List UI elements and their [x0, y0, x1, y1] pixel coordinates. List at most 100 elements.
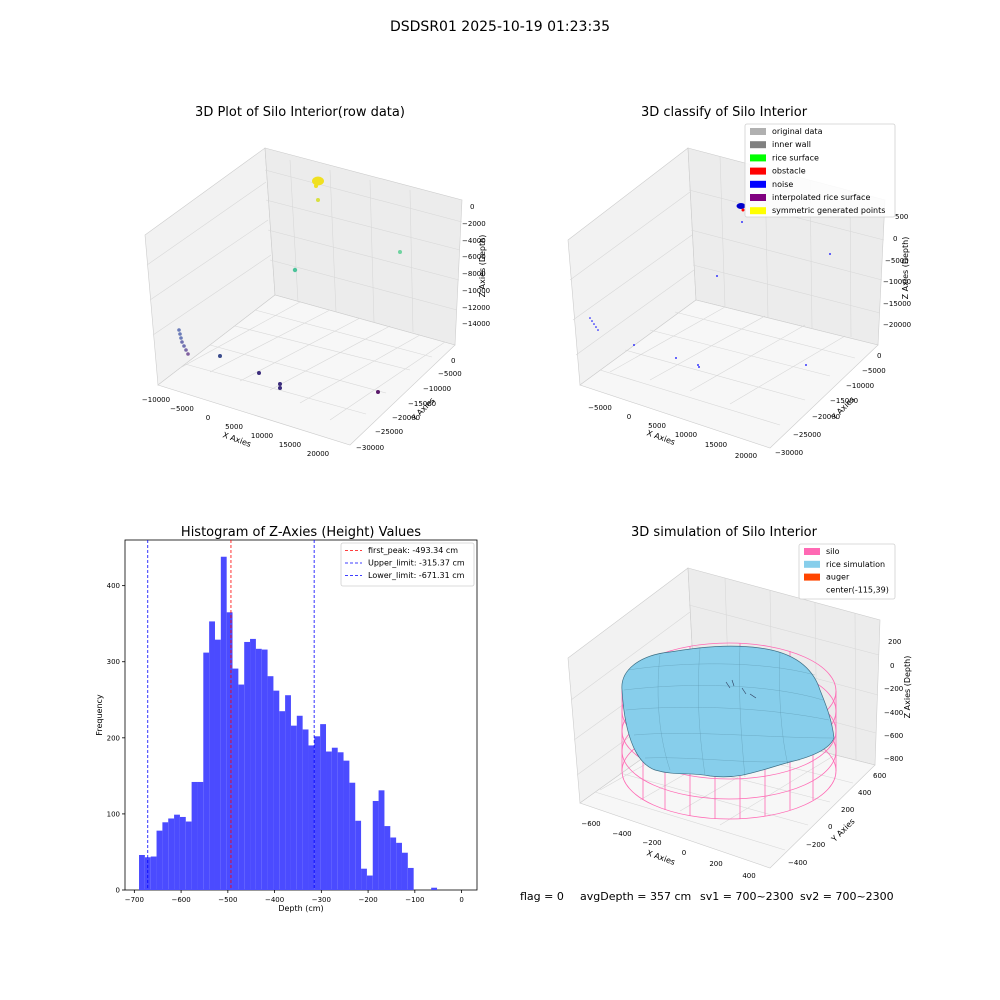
- hist-legend: first_peak: -493.34 cm Upper_limit: -315.…: [340, 542, 475, 587]
- status-flag: flag = 0: [520, 890, 564, 903]
- classify-point: [591, 320, 593, 322]
- classify-zticks: 500 0 −5000 −10000 −15000 −20000: [883, 213, 911, 329]
- classify-ztick: −15000: [883, 300, 911, 308]
- hist-bar: [191, 781, 198, 890]
- classify-point: [593, 323, 595, 325]
- hist-legend-label: first_peak: -493.34 cm: [368, 546, 458, 555]
- hist-bar: [232, 668, 239, 890]
- hist-bar: [390, 837, 397, 890]
- raw-point: [257, 371, 261, 375]
- simulation-xtick: 400: [742, 872, 755, 880]
- classify-legend-label: original data: [772, 127, 823, 136]
- simulation-ytick: −200: [806, 841, 825, 849]
- rice-surface-shape: [621, 645, 835, 778]
- hist-xtick-label: −200: [358, 896, 377, 904]
- simulation-xtick: −600: [581, 820, 600, 828]
- raw-ztick: −6000: [462, 253, 486, 261]
- hist-ytick-label: 200: [107, 734, 120, 742]
- raw-grid: [146, 159, 463, 421]
- hist-xtick-label: −600: [171, 896, 190, 904]
- simulation-legend-items: silo rice simulation auger center(-115,39): [804, 547, 889, 594]
- simulation-zlabel: Z Axies (Depth): [903, 656, 912, 719]
- raw-point: [278, 386, 282, 390]
- raw-ztick: −12000: [462, 304, 490, 312]
- classify-legend-label: obstacle: [772, 167, 806, 176]
- hist-bar: [384, 826, 391, 890]
- simulation-zticks: 200 0 −200 −400 −600 −800: [884, 638, 903, 763]
- raw-xtick: 15000: [279, 441, 301, 449]
- classify-legend-swatch: [750, 207, 766, 215]
- classify-point: [597, 329, 599, 331]
- hist-bar: [290, 725, 297, 890]
- raw-ztick: −4000: [462, 237, 486, 245]
- hist-bar: [139, 855, 145, 890]
- classify-yticks: 0 −5000 −10000 −15000 −20000 −25000 −300…: [775, 352, 886, 457]
- classify-point: [698, 366, 700, 368]
- hist-bar: [396, 842, 402, 890]
- panel-classify: 3D classify of Silo Interior: [567, 105, 911, 460]
- classify-legend-items: original data inner wall rice surface obsta…: [750, 127, 885, 215]
- classify-xtick: 20000: [735, 452, 757, 460]
- hist-xtick-label: −100: [405, 896, 424, 904]
- raw-point: [180, 340, 184, 344]
- hist-bar: [285, 695, 291, 890]
- hist-bar: [220, 556, 227, 890]
- classify-xlabel: X Axies: [645, 428, 676, 447]
- hist-bar: [226, 612, 233, 890]
- classify-legend-label: symmetric generated points: [772, 206, 885, 215]
- hist-bar: [378, 790, 385, 890]
- simulation-ztick: −400: [884, 709, 903, 717]
- raw-point: [179, 336, 183, 340]
- classify-ytick: −25000: [793, 431, 821, 439]
- simulation-ytick: −400: [788, 859, 807, 867]
- hist-bar: [185, 821, 192, 890]
- raw-point: [186, 352, 190, 356]
- classify-ztick: −20000: [883, 321, 911, 329]
- simulation-legend-box: [798, 543, 896, 600]
- classify-point: [633, 344, 635, 346]
- hist-bar: [273, 690, 280, 890]
- simulation-ytick: 200: [841, 806, 854, 814]
- status-line: flag = 0 avgDepth = 357 cm sv1 = 700~230…: [520, 890, 894, 903]
- hist-bar: [279, 711, 286, 890]
- classify-ztick: −5000: [885, 257, 909, 265]
- simulation-title: 3D simulation of Silo Interior: [631, 525, 818, 540]
- classify-legend: original data inner wall rice surface obsta…: [744, 123, 896, 218]
- hist-bar: [156, 830, 163, 890]
- hist-bar: [337, 752, 344, 890]
- hist-bar: [238, 684, 245, 890]
- hist-legend-label: Lower_limit: -671.31 cm: [368, 571, 465, 580]
- classify-point: [595, 326, 597, 328]
- hist-bar: [431, 887, 438, 890]
- simulation-ztick: −800: [884, 755, 903, 763]
- hist-bar: [343, 760, 350, 890]
- hist-bar: [244, 641, 251, 890]
- simulation-legend-label: center(-115,39): [826, 585, 889, 594]
- hist-bar: [179, 816, 186, 890]
- raw-ztick: −2000: [462, 220, 486, 228]
- raw-zlabel: Z Axies (Depth): [478, 235, 487, 298]
- hist-bar: [355, 820, 362, 890]
- simulation-legend: silo rice simulation auger center(-115,39): [798, 543, 896, 600]
- raw-ztick: −14000: [462, 320, 490, 328]
- raw-point: [177, 328, 181, 332]
- classify-legend-label: rice surface: [772, 153, 819, 162]
- classify-legend-swatch: [750, 141, 766, 149]
- simulation-ztick: 200: [888, 638, 901, 646]
- simulation-ztick: 0: [890, 662, 894, 670]
- raw-point: [278, 382, 282, 386]
- classify-zlabel: Z Axies (Depth): [901, 237, 910, 300]
- hist-ytick-label: 0: [116, 887, 120, 895]
- hist-bar: [302, 729, 309, 890]
- hist-bar: [366, 875, 373, 890]
- classify-points: [589, 203, 831, 368]
- simulation-xtick: −400: [612, 830, 631, 838]
- raw-ztick: −10000: [462, 287, 490, 295]
- simulation-xtick: 0: [682, 849, 686, 857]
- hist-bar: [296, 715, 303, 890]
- classify-point: [697, 364, 699, 366]
- raw-ytick: −30000: [356, 444, 384, 452]
- classify-legend-swatch: [750, 154, 766, 162]
- raw-xtick: −5000: [170, 405, 194, 413]
